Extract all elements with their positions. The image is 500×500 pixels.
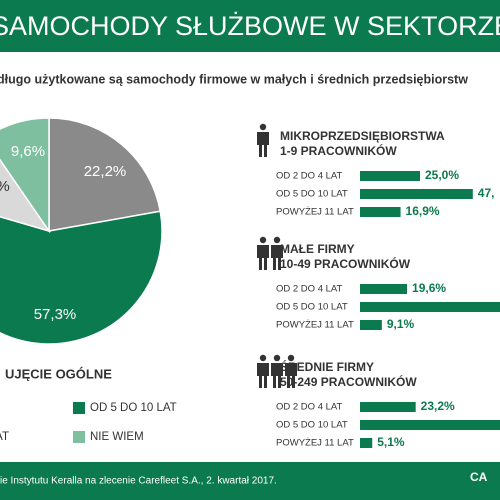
legend-title: UJĘCIE OGÓLNE — [5, 366, 112, 381]
icon — [257, 363, 269, 388]
bar — [360, 402, 416, 412]
data-label: 16,9% — [406, 204, 440, 218]
source: ie Instytutu Keralla na zlecenie Carefle… — [0, 476, 277, 487]
header-band — [0, 0, 500, 52]
group-title: MIKROPRZEDSIĘBIORSTWA — [280, 129, 445, 143]
group-title: MAŁE FIRMY — [280, 242, 355, 256]
footer-band — [0, 462, 500, 500]
group-subtitle: 1-9 PRACOWNIKÓW — [280, 143, 397, 158]
pie-slice — [0, 210, 163, 345]
bar — [360, 207, 401, 217]
group-subtitle: 10-49 PRACOWNIKÓW — [280, 256, 411, 271]
icon — [285, 363, 297, 388]
icon — [257, 132, 269, 157]
legend-swatch — [73, 431, 85, 443]
data-label: 9,6% — [11, 143, 45, 160]
pie-slice — [48, 117, 162, 232]
icon — [287, 354, 295, 362]
legend-label: OD 5 DO 10 LAT — [90, 402, 177, 414]
icon — [273, 354, 281, 362]
data-label: % — [0, 178, 10, 195]
icon — [259, 123, 267, 131]
bar — [360, 320, 382, 330]
data-label: 5,1% — [377, 435, 405, 449]
icon — [271, 363, 283, 388]
icon — [271, 245, 283, 270]
bar — [360, 438, 373, 448]
category-label: OD 2 DO 4 LAT — [276, 402, 343, 413]
category-label: POWYŻEJ 11 LAT — [276, 438, 354, 449]
icon — [259, 236, 267, 244]
icon — [257, 245, 269, 270]
bar — [360, 302, 500, 312]
category-label: POWYŻEJ 11 LAT — [276, 207, 354, 218]
logo: CA — [470, 470, 488, 484]
group-subtitle: 50-249 PRACOWNIKÓW — [280, 374, 417, 389]
category-label: OD 2 DO 4 LAT — [276, 284, 343, 295]
data-label: 23,2% — [421, 399, 455, 413]
legend-swatch — [73, 402, 85, 414]
bar — [360, 284, 408, 294]
bar — [360, 171, 420, 181]
data-label: 19,6% — [412, 281, 446, 295]
data-label: 25,0% — [425, 168, 459, 182]
category-label: OD 5 DO 10 LAT — [276, 189, 348, 200]
bar — [360, 420, 500, 430]
title: SAMOCHODY SŁUŻBOWE W SEKTORZE MS — [0, 10, 500, 41]
category-label: POWYŻEJ 11 LAT — [276, 320, 354, 331]
category-label: OD 5 DO 10 LAT — [276, 420, 348, 431]
group-title: ŚREDNIE FIRMY — [280, 359, 374, 374]
data-label: 47, — [478, 186, 495, 200]
icon — [273, 236, 281, 244]
category-label: OD 2 DO 4 LAT — [276, 171, 343, 182]
bar — [360, 189, 473, 199]
legend-label: NIE WIEM — [90, 431, 144, 443]
legend-label: EJ 11 LAT — [0, 431, 9, 443]
data-label: 22,2% — [84, 163, 127, 180]
data-label: 9,1% — [387, 317, 415, 331]
subtitle: długo użytkowane są samochody firmowe w … — [0, 72, 468, 86]
data-label: 57,3% — [34, 306, 77, 323]
icon — [259, 354, 267, 362]
pie-slice — [0, 117, 50, 234]
category-label: OD 5 DO 10 LAT — [276, 302, 348, 313]
